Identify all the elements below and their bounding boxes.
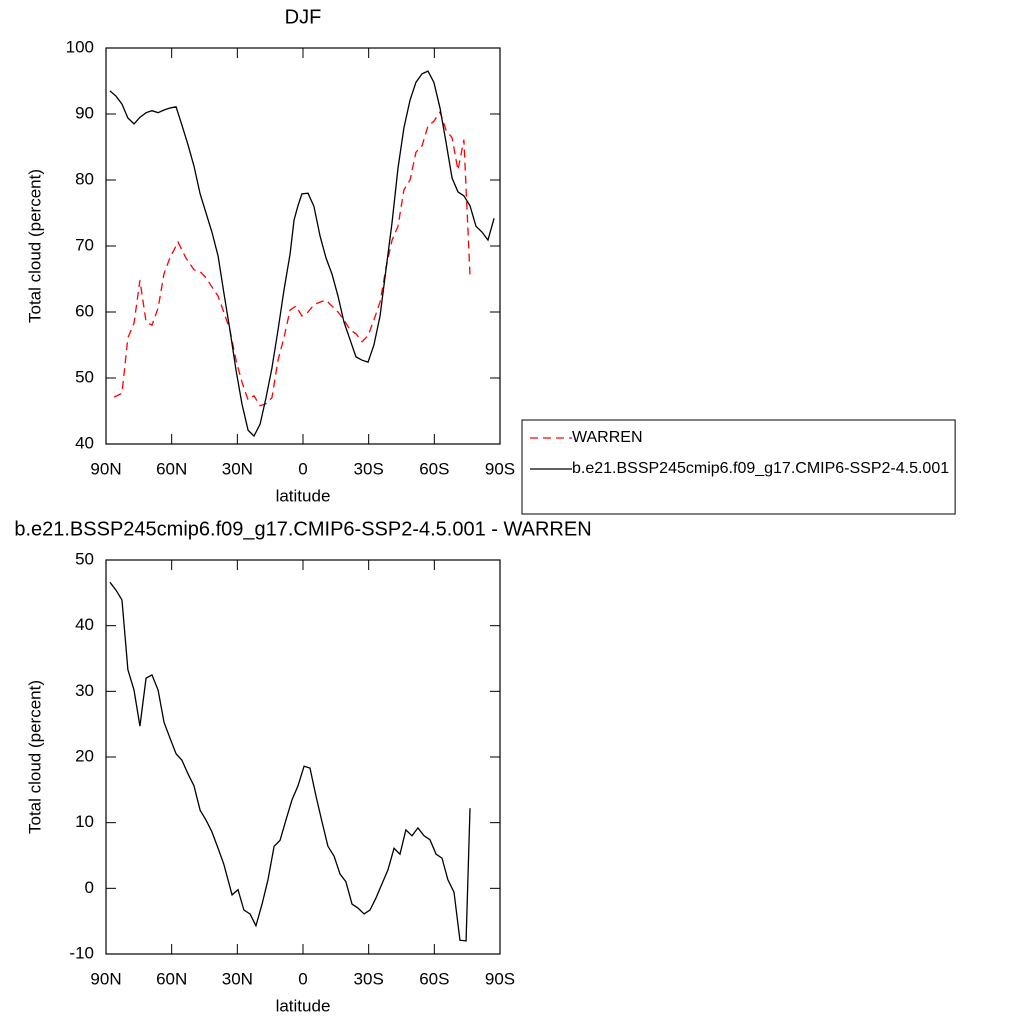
data-line [109,70,495,438]
legend-frame [521,419,956,515]
chart-title: DJF [285,6,322,28]
x-tick-label: 30N [222,969,253,988]
y-tick-label: 40 [75,615,94,634]
chart-title: b.e21.BSSP245cmip6.f09_g17.CMIP6-SSP2-4.… [14,518,591,540]
x-tick-label: 0 [298,969,307,988]
data-line [113,110,471,407]
x-tick-label: 30N [222,459,253,478]
x-tick-label: 60S [419,969,449,988]
y-tick-label: 50 [75,549,94,568]
y-tick-label: 60 [75,301,94,320]
x-tick-label: 90N [90,459,121,478]
legend-label: b.e21.BSSP245cmip6.f09_g17.CMIP6-SSP2-4.… [572,460,949,477]
plot-frame [105,47,501,445]
x-tick-label: 90S [485,459,515,478]
x-tick-label: 90S [485,969,515,988]
x-tick-label: 90N [90,969,121,988]
x-tick-label: 60S [419,459,449,478]
x-tick-label: 0 [298,459,307,478]
y-tick-label: 80 [75,169,94,188]
y-tick-label: 90 [75,103,94,122]
y-tick-label: 100 [66,37,94,56]
y-tick-label: 20 [75,746,94,765]
legend-label: WARREN [572,429,643,446]
y-tick-label: 10 [75,812,94,831]
data-line [109,581,471,942]
x-axis-label: latitude [276,486,331,505]
y-tick-label: 30 [75,681,94,700]
y-tick-label: 40 [75,433,94,452]
x-tick-label: 60N [156,459,187,478]
y-axis-label: Total cloud (percent) [25,169,44,323]
x-tick-label: 60N [156,969,187,988]
y-tick-label: 50 [75,367,94,386]
x-tick-label: 30S [354,969,384,988]
x-tick-label: 30S [354,459,384,478]
y-axis-label: Total cloud (percent) [25,680,44,834]
y-tick-label: 0 [85,878,94,897]
x-axis-label: latitude [276,996,331,1015]
y-tick-label: 70 [75,235,94,254]
y-tick-label: -10 [69,943,94,962]
plot-frame [105,559,501,955]
